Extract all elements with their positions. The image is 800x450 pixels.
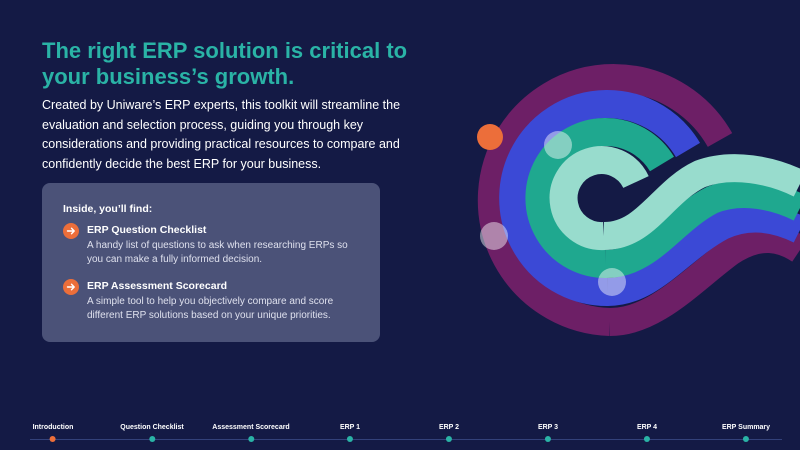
item-description: A simple tool to help you objectively co… xyxy=(87,296,334,321)
wave-mint xyxy=(602,154,800,250)
card-item-question-checklist: ERP Question Checklist A handy list of q… xyxy=(63,223,360,267)
decorative-rings-graphic xyxy=(477,64,800,336)
step-dot xyxy=(643,436,650,442)
contents-card: Inside, you’ll find: ERP Question Checkl… xyxy=(42,183,380,342)
ring-blue xyxy=(499,90,701,307)
step-dot xyxy=(346,436,353,442)
wave-teal xyxy=(604,180,800,278)
light-dot xyxy=(480,222,508,250)
timeline-step-introduction[interactable]: Introduction xyxy=(32,424,74,442)
timeline-step-erp-3[interactable]: ERP 3 xyxy=(538,424,558,442)
ring-purple xyxy=(477,64,733,336)
step-dot xyxy=(544,436,551,442)
timeline-step-erp-summary[interactable]: ERP Summary xyxy=(722,424,770,442)
arrow-right-icon xyxy=(63,279,79,295)
item-title: ERP Assessment Scorecard xyxy=(87,280,228,292)
light-dot xyxy=(544,131,572,159)
step-dot xyxy=(248,436,254,442)
step-dot xyxy=(743,436,749,442)
step-label: ERP Summary xyxy=(721,424,771,431)
timeline-line xyxy=(30,439,782,440)
item-description: A handy list of questions to ask when re… xyxy=(87,240,348,265)
step-label: ERP 4 xyxy=(636,424,658,431)
step-label: ERP 3 xyxy=(537,424,559,431)
light-dot xyxy=(598,268,626,296)
wave-purple xyxy=(609,224,800,336)
progress-timeline: Introduction Question Checklist Assessme… xyxy=(0,420,800,450)
timeline-step-question-checklist[interactable]: Question Checklist xyxy=(120,424,184,442)
timeline-step-erp-2[interactable]: ERP 2 xyxy=(439,424,459,442)
step-dot xyxy=(445,436,452,442)
wave-blue xyxy=(606,204,800,306)
ring-teal xyxy=(525,118,674,279)
arrow-right-icon xyxy=(63,223,79,239)
page-headline: The right ERP solution is critical to yo… xyxy=(42,38,408,89)
ring-mint xyxy=(549,146,649,251)
intro-paragraph: Created by Uniware’s ERP experts, this t… xyxy=(42,98,401,171)
step-label: ERP 2 xyxy=(438,424,460,431)
timeline-step-erp-1[interactable]: ERP 1 xyxy=(340,424,360,442)
timeline-step-erp-4[interactable]: ERP 4 xyxy=(637,424,657,442)
timeline-step-assessment-scorecard[interactable]: Assessment Scorecard xyxy=(212,424,290,442)
step-dot xyxy=(149,436,155,442)
step-label: Introduction xyxy=(32,424,74,431)
step-dot-active xyxy=(49,436,56,442)
step-label: Question Checklist xyxy=(120,424,184,431)
card-heading: Inside, you’ll find: xyxy=(63,203,153,215)
item-title: ERP Question Checklist xyxy=(87,224,207,236)
step-label: ERP 1 xyxy=(339,424,361,431)
card-item-assessment-scorecard: ERP Assessment Scorecard A simple tool t… xyxy=(63,279,360,323)
orange-dot xyxy=(477,124,503,150)
step-label: Assessment Scorecard xyxy=(212,424,290,431)
